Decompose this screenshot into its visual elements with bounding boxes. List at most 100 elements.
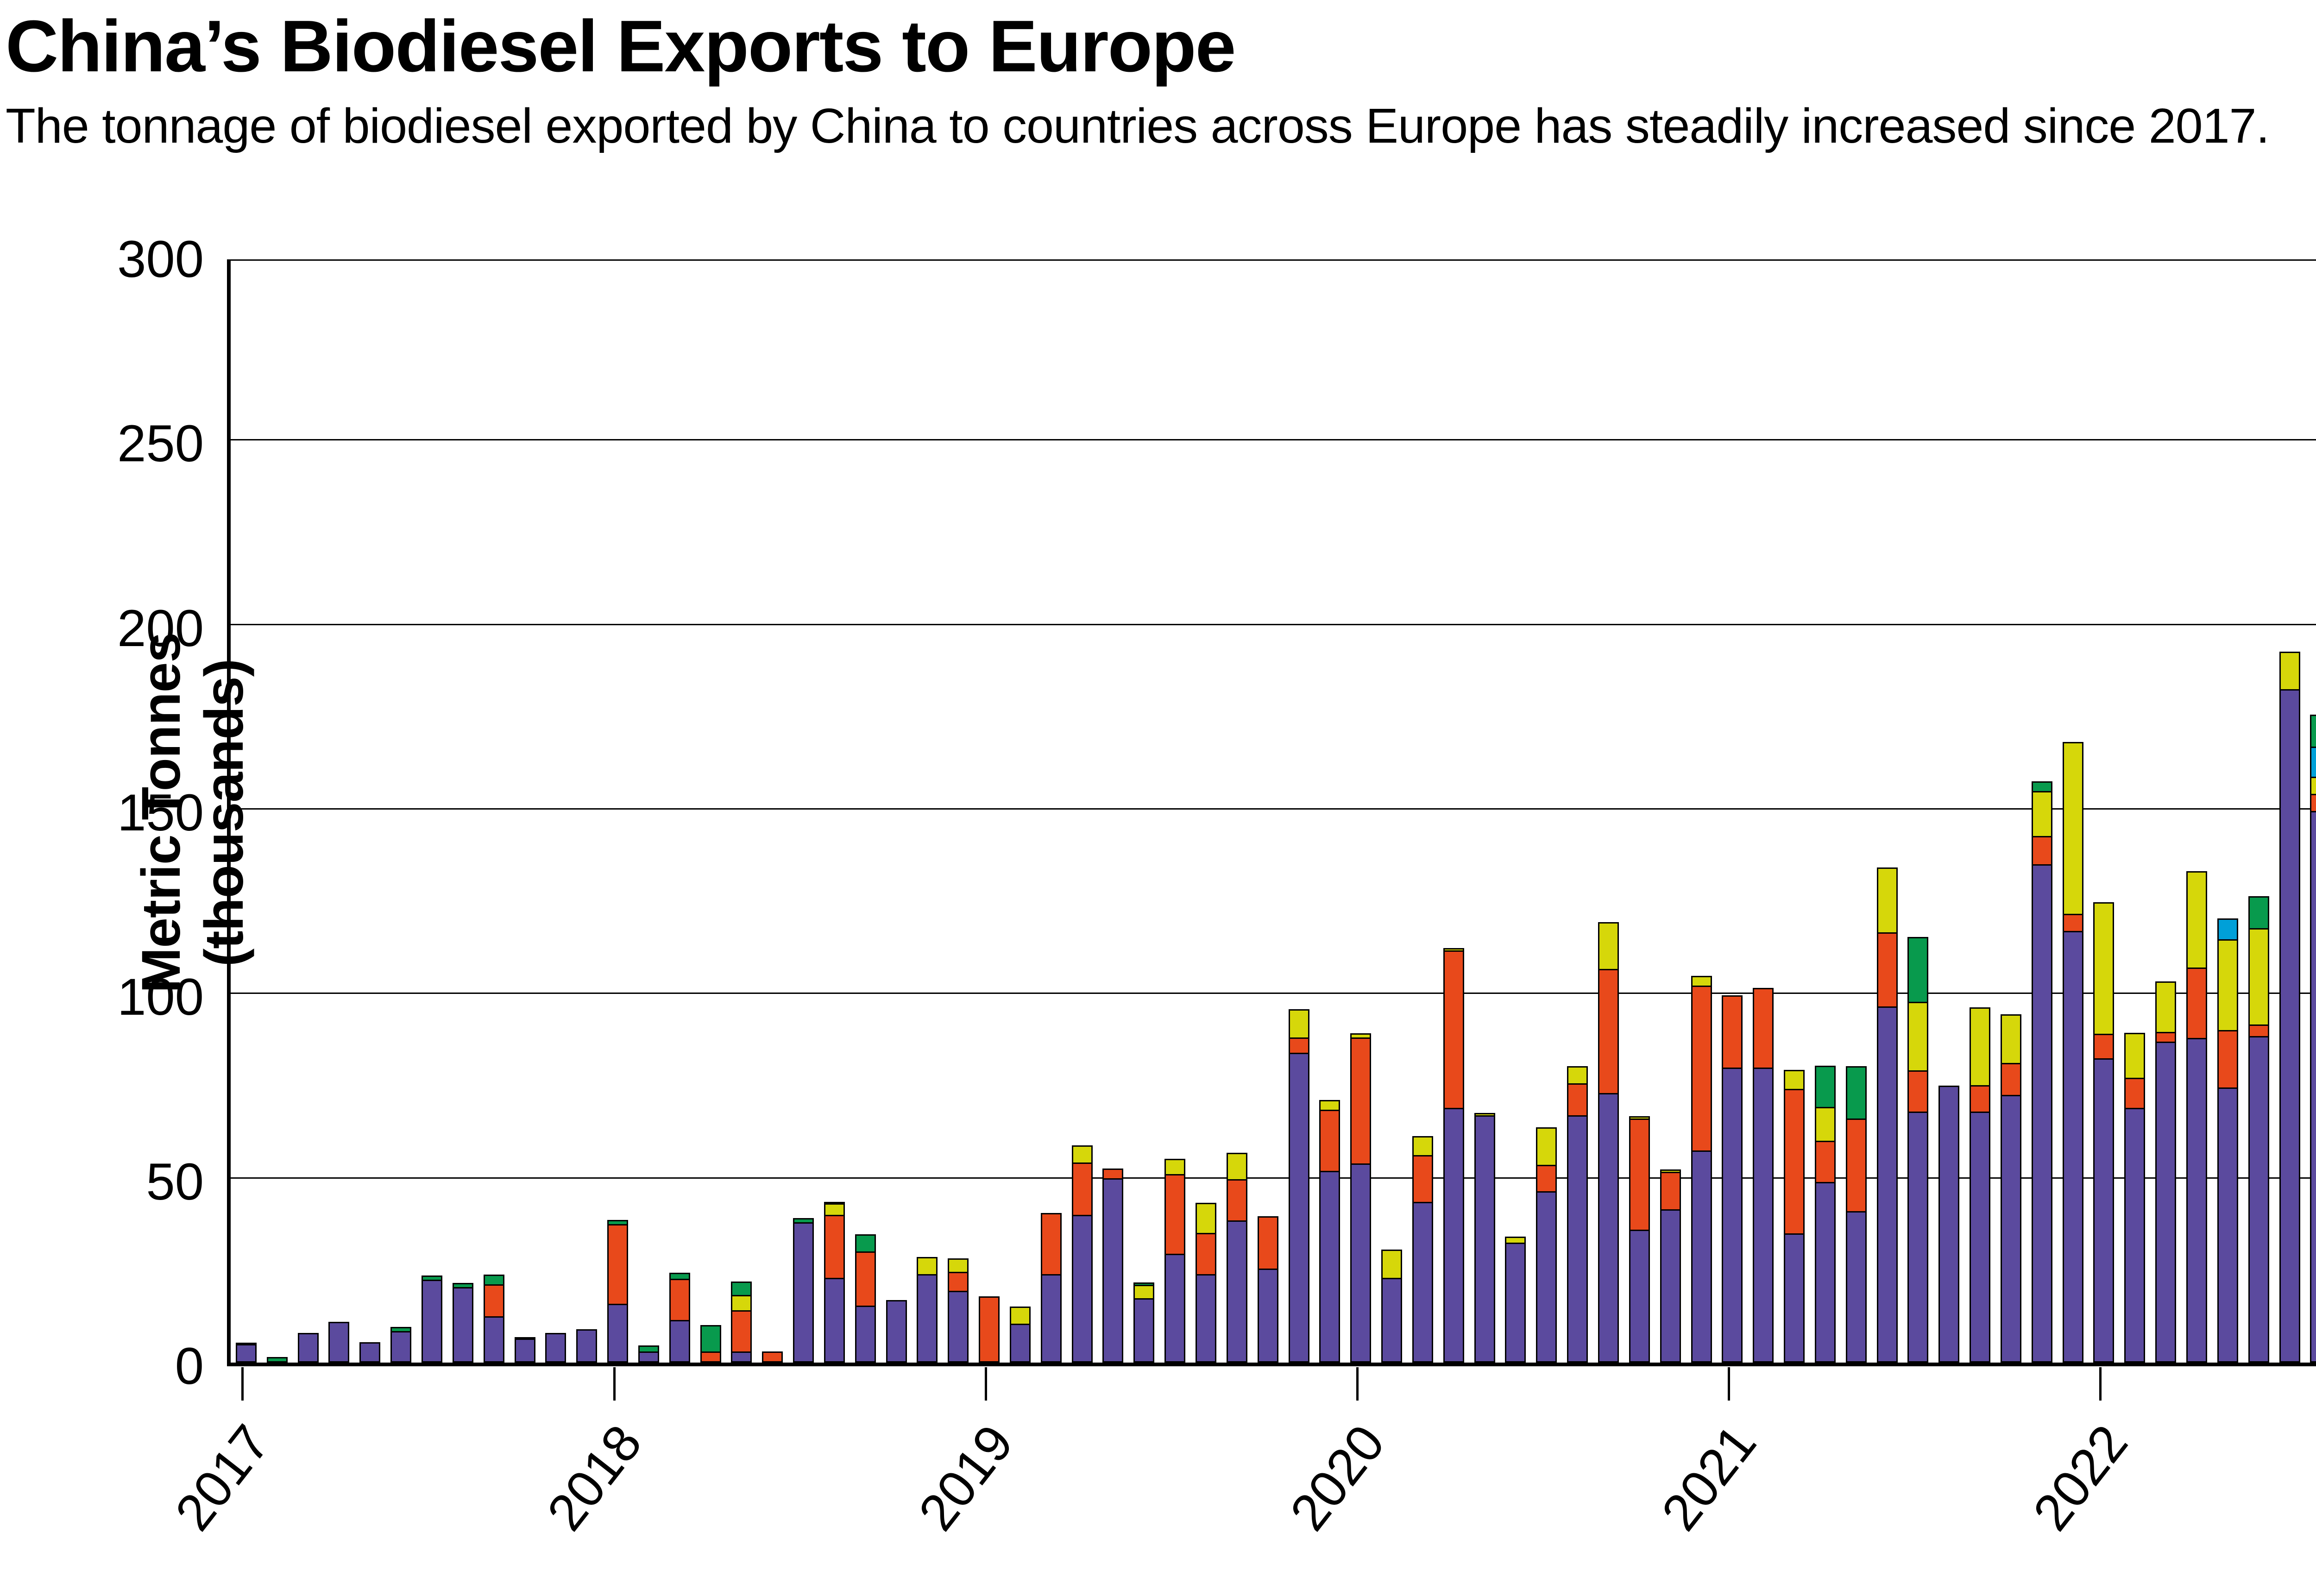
bar-2018-06 [762, 1351, 783, 1363]
bar-segment-2020-03-belgium [1412, 1136, 1433, 1156]
bar-segment-2019-09-belgium [1227, 1153, 1247, 1181]
bar-segment-2022-04-belgium [2186, 871, 2207, 969]
bar-2019-08 [1196, 1203, 1216, 1363]
bar-segment-2021-07-others [1907, 937, 1928, 1003]
bar-segment-2022-05-spain [2217, 1030, 2238, 1089]
bar-segment-2018-09-netherlands [855, 1306, 876, 1363]
bar-segment-2017-09-netherlands [484, 1316, 504, 1363]
bar-segment-2022-08-belgium [2310, 777, 2316, 795]
bar-segment-2020-12-spain [1691, 986, 1712, 1152]
bar-2022-06 [2248, 896, 2269, 1363]
bar-2017-01 [236, 1343, 257, 1363]
bar-segment-2019-09-netherlands [1227, 1220, 1247, 1363]
bar-2020-03 [1412, 1136, 1433, 1363]
bar-2018-02 [638, 1345, 659, 1363]
bar-segment-2022-06-others [2248, 896, 2269, 930]
bar-segment-2019-06-netherlands [1133, 1298, 1154, 1363]
bar-segment-2019-07-belgium [1164, 1159, 1185, 1175]
chart-header: China’s Biodiesel Exports to Europe The … [6, 8, 2270, 154]
bar-segment-2022-01-spain [2093, 1034, 2114, 1060]
bar-segment-2019-12-spain [1319, 1110, 1340, 1172]
bar-segment-2020-10-netherlands [1629, 1230, 1650, 1363]
bar-segment-2018-10-netherlands [886, 1300, 907, 1363]
bar-segment-2019-02-belgium [1010, 1307, 1031, 1325]
bar-2020-06 [1505, 1237, 1526, 1363]
bar-segment-2019-12-netherlands [1319, 1171, 1340, 1363]
gridline-200 [231, 623, 2316, 625]
bar-2018-10 [886, 1300, 907, 1363]
bar-2020-12 [1691, 976, 1712, 1363]
bar-2021-05 [1846, 1066, 1867, 1363]
bar-segment-2020-04-netherlands [1443, 1108, 1464, 1363]
bar-segment-2021-06-netherlands [1877, 1006, 1898, 1363]
bar-segment-2020-09-belgium [1598, 922, 1619, 970]
bar-segment-2018-02-netherlands [638, 1351, 659, 1363]
bar-2018-05 [731, 1282, 752, 1363]
bar-segment-2019-03-spain [1041, 1213, 1062, 1276]
bar-segment-2019-11-netherlands [1289, 1053, 1309, 1363]
bar-segment-2019-04-netherlands [1072, 1215, 1093, 1363]
bar-segment-2022-02-belgium [2124, 1033, 2145, 1079]
bar-segment-2019-02-netherlands [1010, 1324, 1031, 1363]
bar-segment-2022-06-belgium [2248, 928, 2269, 1026]
bar-segment-2022-05-bulgaria [2217, 918, 2238, 941]
bar-segment-2021-08-netherlands [1938, 1086, 1959, 1363]
bar-2019-06 [1133, 1282, 1154, 1363]
bar-2018-07 [793, 1218, 814, 1363]
x-tick-2017 [241, 1367, 244, 1401]
bar-2018-01 [607, 1220, 628, 1363]
gridline-100 [231, 993, 2316, 994]
bar-2022-02 [2124, 1033, 2145, 1363]
bar-segment-2021-04-belgium [1815, 1107, 1836, 1142]
bar-segment-2020-06-netherlands [1505, 1243, 1526, 1363]
bar-segment-2022-08-netherlands [2310, 811, 2316, 1363]
bar-segment-2020-08-belgium [1567, 1066, 1588, 1085]
bar-segment-2022-07-netherlands [2279, 689, 2300, 1363]
bar-segment-2017-04-netherlands [328, 1322, 349, 1363]
bar-2021-08 [1938, 1086, 1959, 1363]
bar-segment-2022-03-netherlands [2155, 1042, 2176, 1363]
bar-2017-11 [545, 1333, 566, 1363]
bar-2021-12 [2063, 742, 2083, 1363]
x-tick-2018 [613, 1367, 616, 1401]
bar-segment-2019-08-netherlands [1196, 1274, 1216, 1363]
bar-2019-03 [1041, 1213, 1062, 1363]
bar-segment-2021-05-others [1846, 1066, 1867, 1120]
bar-2021-06 [1877, 867, 1898, 1363]
bar-2020-02 [1381, 1250, 1402, 1363]
bar-segment-2022-04-spain [2186, 968, 2207, 1039]
bar-segment-2022-08-spain [2310, 794, 2316, 812]
bar-2019-02 [1010, 1307, 1031, 1363]
bar-segment-2021-04-netherlands [1815, 1182, 1836, 1363]
y-tick-label-150: 150 [117, 784, 204, 842]
x-tick-label-2020: 2020 [1279, 1414, 1396, 1541]
x-tick-2019 [985, 1367, 987, 1401]
bar-segment-2021-07-spain [1907, 1070, 1928, 1113]
bar-segment-2022-06-spain [2248, 1024, 2269, 1037]
bar-segment-2017-01-netherlands [236, 1344, 257, 1363]
x-tick-2020 [1356, 1367, 1359, 1401]
bar-segment-2018-04-others [700, 1325, 721, 1353]
bar-2022-05 [2217, 918, 2238, 1363]
bar-segment-2022-08-others [2310, 715, 2316, 748]
bar-segment-2021-05-spain [1846, 1118, 1867, 1213]
bar-segment-2020-01-spain [1350, 1037, 1371, 1165]
bar-segment-2019-04-belgium [1072, 1145, 1093, 1164]
bar-segment-2018-04-spain [700, 1351, 721, 1363]
bar-segment-2018-12-belgium [948, 1258, 969, 1273]
bar-2020-09 [1598, 922, 1619, 1363]
bar-segment-2022-05-netherlands [2217, 1087, 2238, 1363]
bar-segment-2019-04-spain [1072, 1162, 1093, 1216]
x-tick-label-2018: 2018 [536, 1414, 653, 1541]
bar-segment-2020-03-netherlands [1412, 1202, 1433, 1363]
bar-2022-01 [2093, 902, 2114, 1363]
bar-segment-2018-06-spain [762, 1351, 783, 1363]
bar-segment-2018-05-netherlands [731, 1351, 752, 1363]
x-tick-label-2019: 2019 [907, 1414, 1024, 1541]
bar-segment-2020-04-spain [1443, 950, 1464, 1109]
bar-2017-07 [422, 1276, 442, 1363]
bar-2021-04 [1815, 1066, 1836, 1363]
bar-2018-12 [948, 1258, 969, 1363]
bar-segment-2019-07-spain [1164, 1174, 1185, 1255]
bar-segment-2022-04-netherlands [2186, 1038, 2207, 1363]
